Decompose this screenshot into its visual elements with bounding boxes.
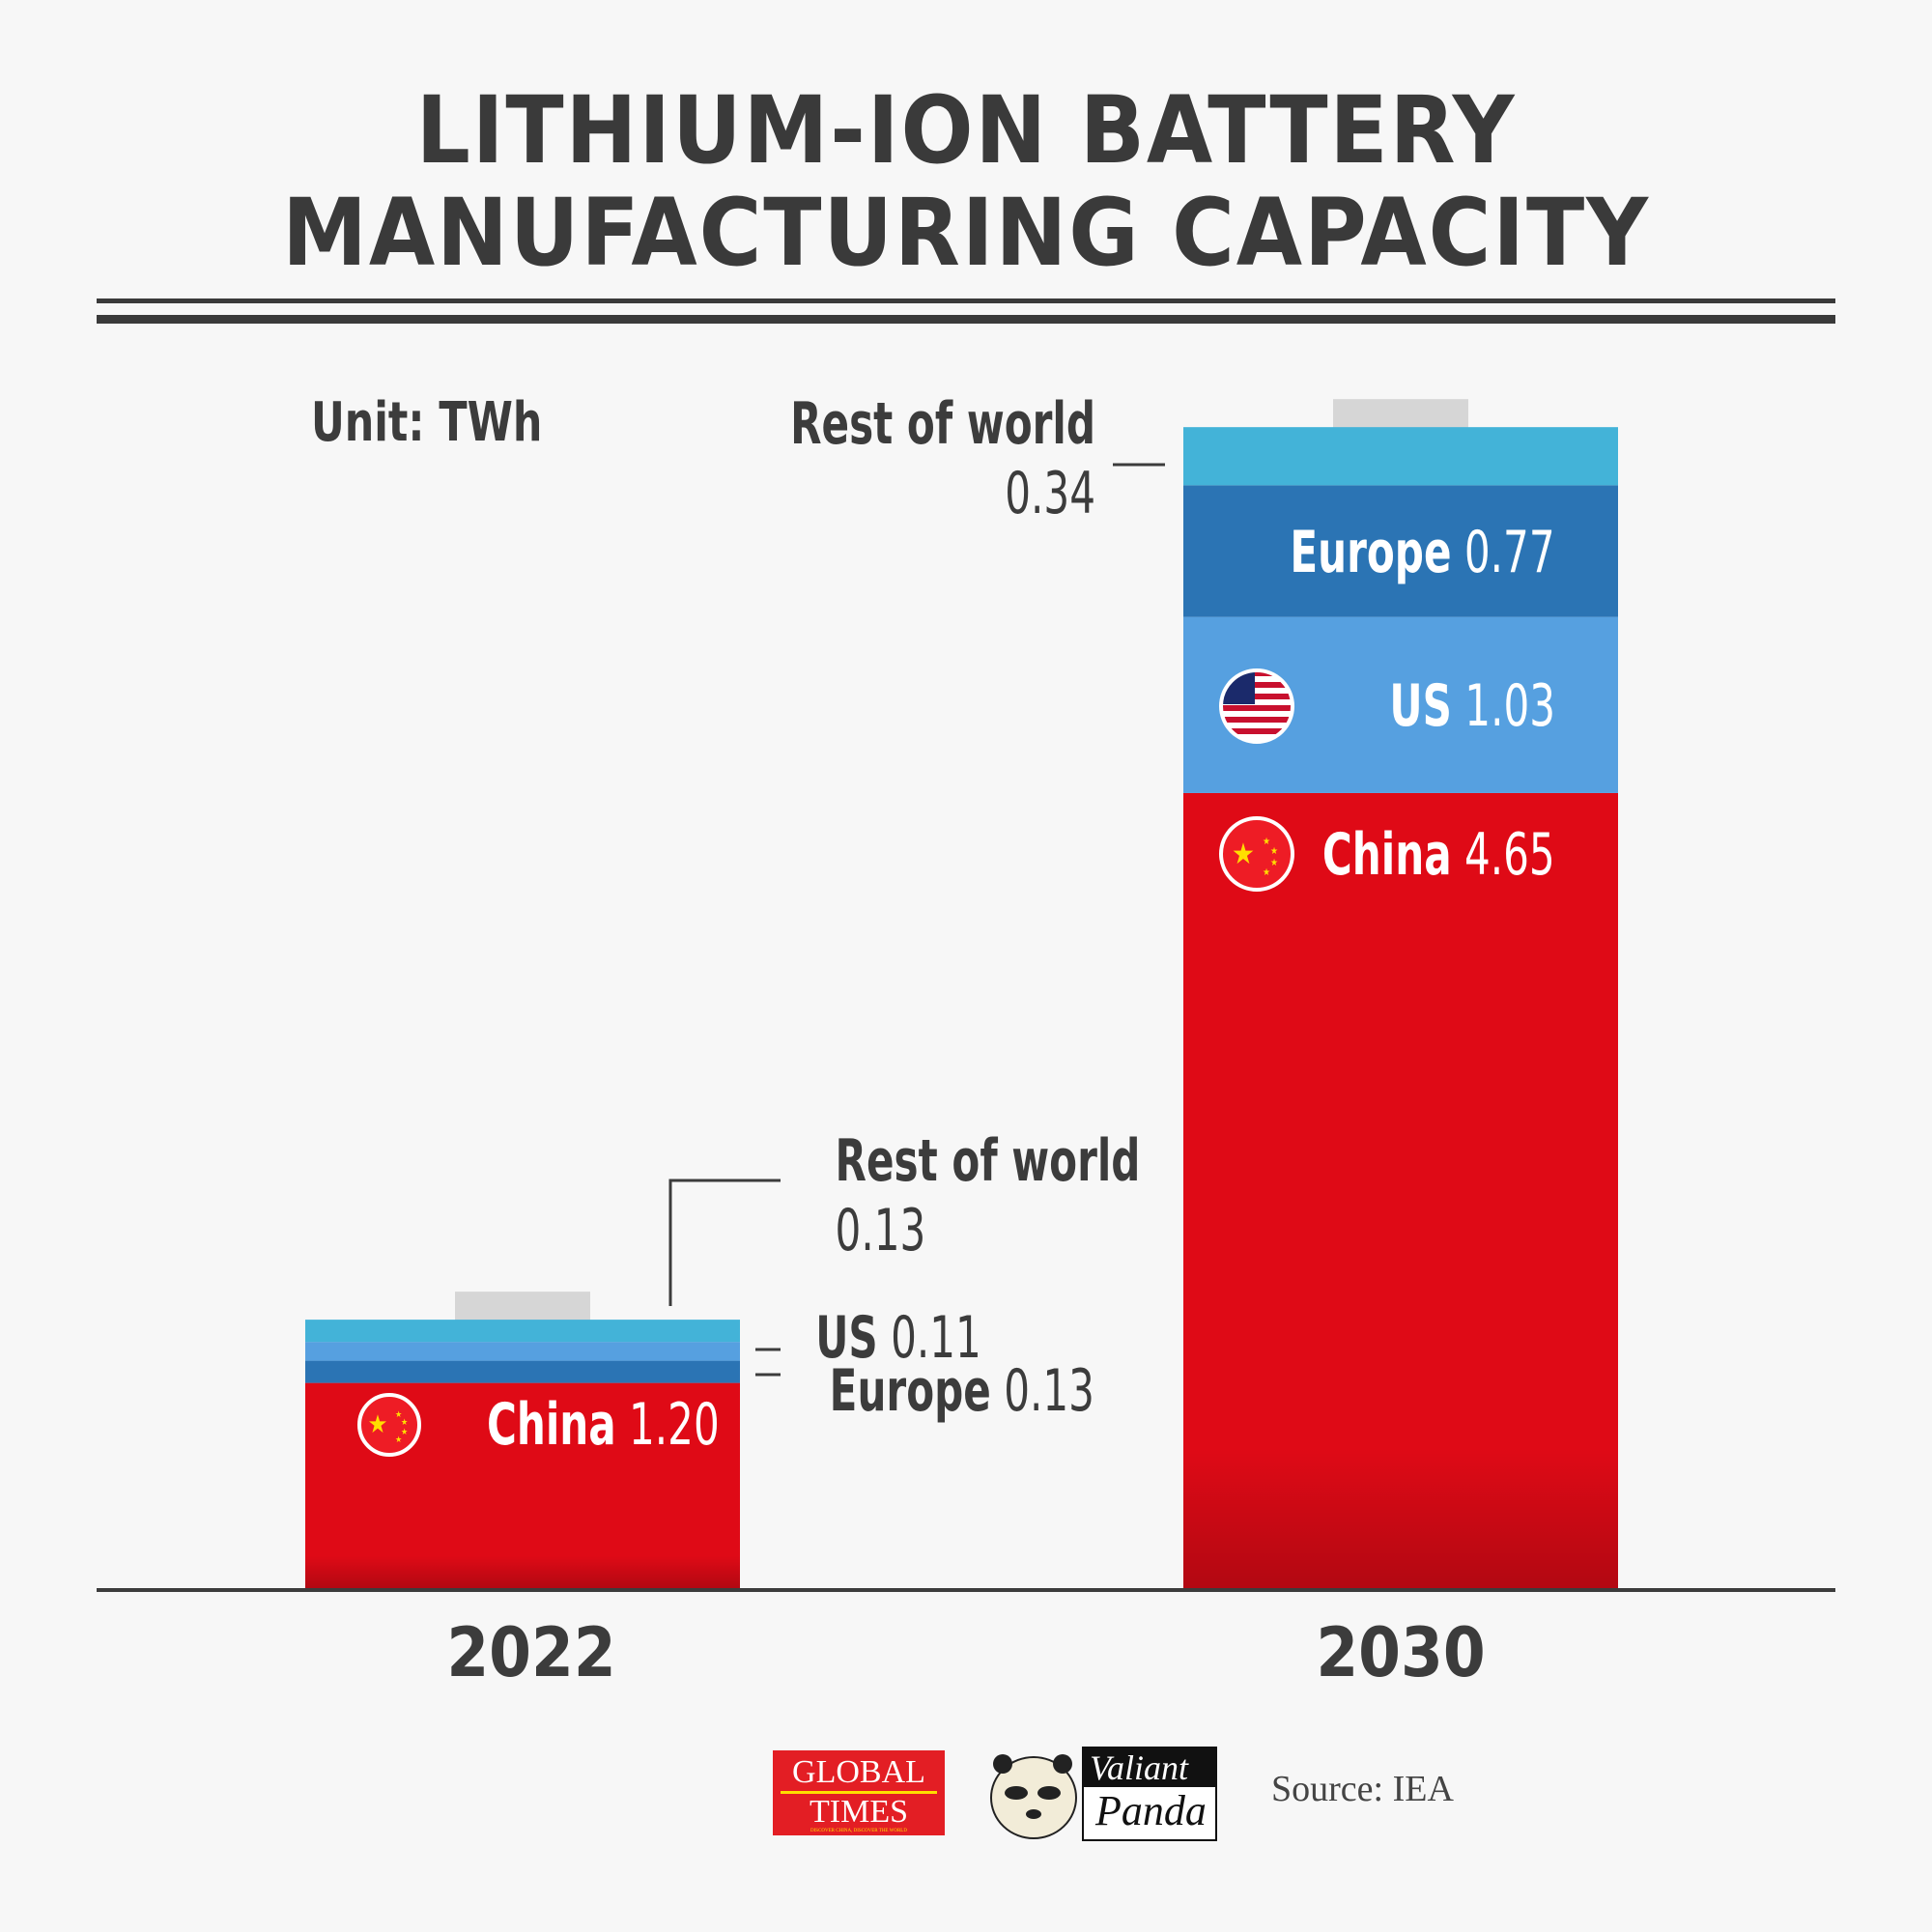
svg-text:★: ★ — [401, 1428, 408, 1437]
battery-cap-2022 — [455, 1292, 590, 1321]
svg-text:★: ★ — [1263, 867, 1270, 878]
chart-title: LITHIUM-ION BATTERY MANUFACTURING CAPACI… — [0, 79, 1932, 284]
svg-text:★: ★ — [395, 1410, 402, 1420]
label-row-2030: Rest of world 0.34 — [790, 390, 1095, 527]
source-note: Source: IEA — [1271, 1769, 1454, 1809]
title-line-2: MANUFACTURING CAPACITY — [282, 179, 1650, 287]
unit-label: Unit: TWh — [311, 391, 543, 454]
china-flag-icon: ★ ★★ ★★ — [357, 1393, 421, 1457]
label-europe-2022: Europe 0.13 — [829, 1357, 1094, 1425]
x-tick-2022: 2022 — [446, 1613, 616, 1692]
svg-text:★: ★ — [401, 1418, 408, 1428]
svg-text:★: ★ — [368, 1410, 388, 1439]
global-times-logo: GLOBAL TIMES DISCOVER CHINA, DISCOVER TH… — [773, 1750, 945, 1835]
battery-cap-2030 — [1333, 399, 1468, 429]
bar-shading-2030 — [1183, 427, 1618, 1588]
valiant-panda-logo: Valiant Panda — [985, 1745, 1217, 1841]
title-divider — [97, 298, 1835, 303]
svg-text:★: ★ — [1263, 837, 1270, 847]
svg-text:★: ★ — [1270, 846, 1278, 857]
x-tick-2030: 2030 — [1316, 1613, 1486, 1692]
label-row-2022: Rest of world 0.13 — [835, 1127, 1141, 1264]
svg-text:★: ★ — [1270, 858, 1278, 868]
leader-line-row-2022 — [668, 1179, 781, 1306]
svg-text:★: ★ — [395, 1435, 402, 1445]
label-us-2030: US 1.03 — [1389, 672, 1555, 740]
label-china-2030: China 4.65 — [1322, 821, 1555, 889]
china-flag-icon: ★ ★★ ★★ — [1219, 816, 1294, 892]
label-europe-2030: Europe 0.77 — [1290, 519, 1555, 586]
panda-icon — [990, 1754, 1077, 1839]
title-line-1: LITHIUM-ION BATTERY — [415, 76, 1517, 185]
label-us-2022: US 0.11 — [815, 1304, 981, 1372]
svg-text:★: ★ — [1232, 838, 1255, 871]
title-divider — [97, 315, 1835, 324]
label-china-2022: China 1.20 — [486, 1391, 720, 1459]
us-flag-icon — [1219, 668, 1294, 744]
